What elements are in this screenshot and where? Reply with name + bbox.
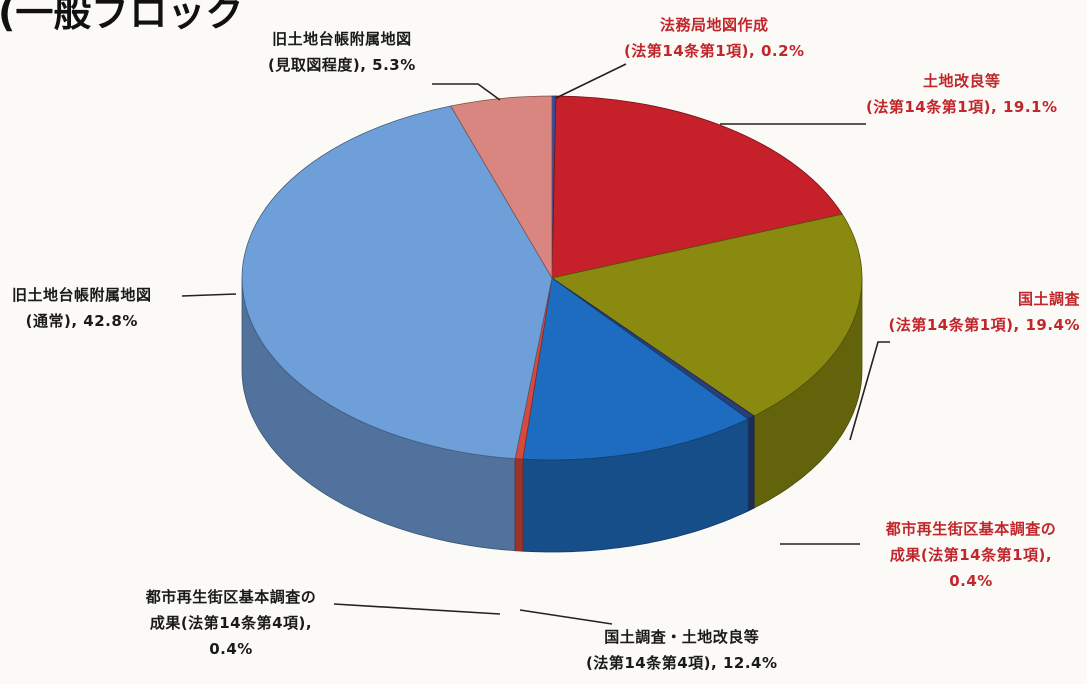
- label-toshi-saisei-4: 都市再生街区基本調査の 成果(法第14条第4項), 0.4%: [128, 584, 334, 662]
- label-houmukyoku-name: 法務局地図作成: [660, 16, 769, 34]
- leader-line-0: [555, 63, 627, 99]
- label-toshi-saisei-1-name2: 成果(法第14条第1項),: [889, 546, 1053, 564]
- pie-slice-1: [551, 95, 843, 279]
- leader-line-7: [432, 83, 501, 101]
- label-toshi-saisei-1-name: 都市再生街区基本調査の: [885, 520, 1057, 538]
- label-houmukyoku: 法務局地図作成 (法第14条第1項), 0.2%: [624, 12, 805, 64]
- label-kyu-tochi-tsujou-name: 旧土地台帳附属地図: [12, 286, 152, 304]
- label-kokudo-chousa-detail: (法第14条第1項), 19.4%: [888, 316, 1080, 334]
- label-toshi-saisei-1: 都市再生街区基本調査の 成果(法第14条第1項), 0.4%: [864, 516, 1078, 594]
- pie-slice-7: [450, 95, 553, 280]
- label-tochi-kairyo-name: 土地改良等: [922, 72, 1001, 90]
- label-toshi-saisei-4-name: 都市再生街区基本調査の: [145, 588, 317, 606]
- leader-line-5: [333, 603, 501, 615]
- leader-lines: [181, 63, 890, 625]
- pie-slice-2: [551, 213, 863, 417]
- label-tochi-kairyo-detail: (法第14条第1項), 19.1%: [866, 98, 1058, 116]
- leader-line-6: [181, 293, 237, 297]
- label-toshi-saisei-4-detail: 0.4%: [209, 640, 253, 658]
- pie-side-5: [514, 458, 524, 552]
- pie-side-layer: [241, 277, 863, 553]
- leader-line-4: [519, 609, 613, 625]
- pie-slice-6: [241, 105, 553, 460]
- label-kyu-tochi-mitorizu: 旧土地台帳附属地図 (見取図程度), 5.3%: [268, 26, 416, 78]
- label-kyu-tochi-tsujou: 旧土地台帳附属地図 (通常), 42.8%: [12, 282, 152, 334]
- label-kokudo-tochi-name: 国土調査・土地改良等: [604, 628, 760, 646]
- label-kyu-tochi-mitorizu-detail: (見取図程度), 5.3%: [268, 56, 416, 74]
- leader-line-2: [849, 341, 890, 441]
- label-houmukyoku-detail: (法第14条第1項), 0.2%: [624, 42, 805, 60]
- label-toshi-saisei-1-detail: 0.4%: [949, 572, 993, 590]
- pie-top-layer: [241, 95, 863, 461]
- label-kyu-tochi-tsujou-detail: (通常), 42.8%: [25, 312, 138, 330]
- pie-slice-4: [522, 277, 749, 461]
- label-kyu-tochi-mitorizu-name: 旧土地台帳附属地図: [272, 30, 412, 48]
- label-kokudo-chousa-name: 国土調査: [1017, 290, 1080, 308]
- label-kokudo-chousa: 国土調査 (法第14条第1項), 19.4%: [880, 286, 1080, 338]
- label-toshi-saisei-4-name2: 成果(法第14条第4項),: [149, 614, 313, 632]
- page-title: (一般ブロック: [0, 0, 244, 35]
- pie-side-3: [747, 415, 755, 512]
- label-kokudo-tochi-detail: (法第14条第4項), 12.4%: [586, 654, 778, 672]
- label-kokudo-tochi: 国土調査・土地改良等 (法第14条第4項), 12.4%: [586, 624, 777, 676]
- label-tochi-kairyo: 土地改良等 (法第14条第1項), 19.1%: [866, 68, 1057, 120]
